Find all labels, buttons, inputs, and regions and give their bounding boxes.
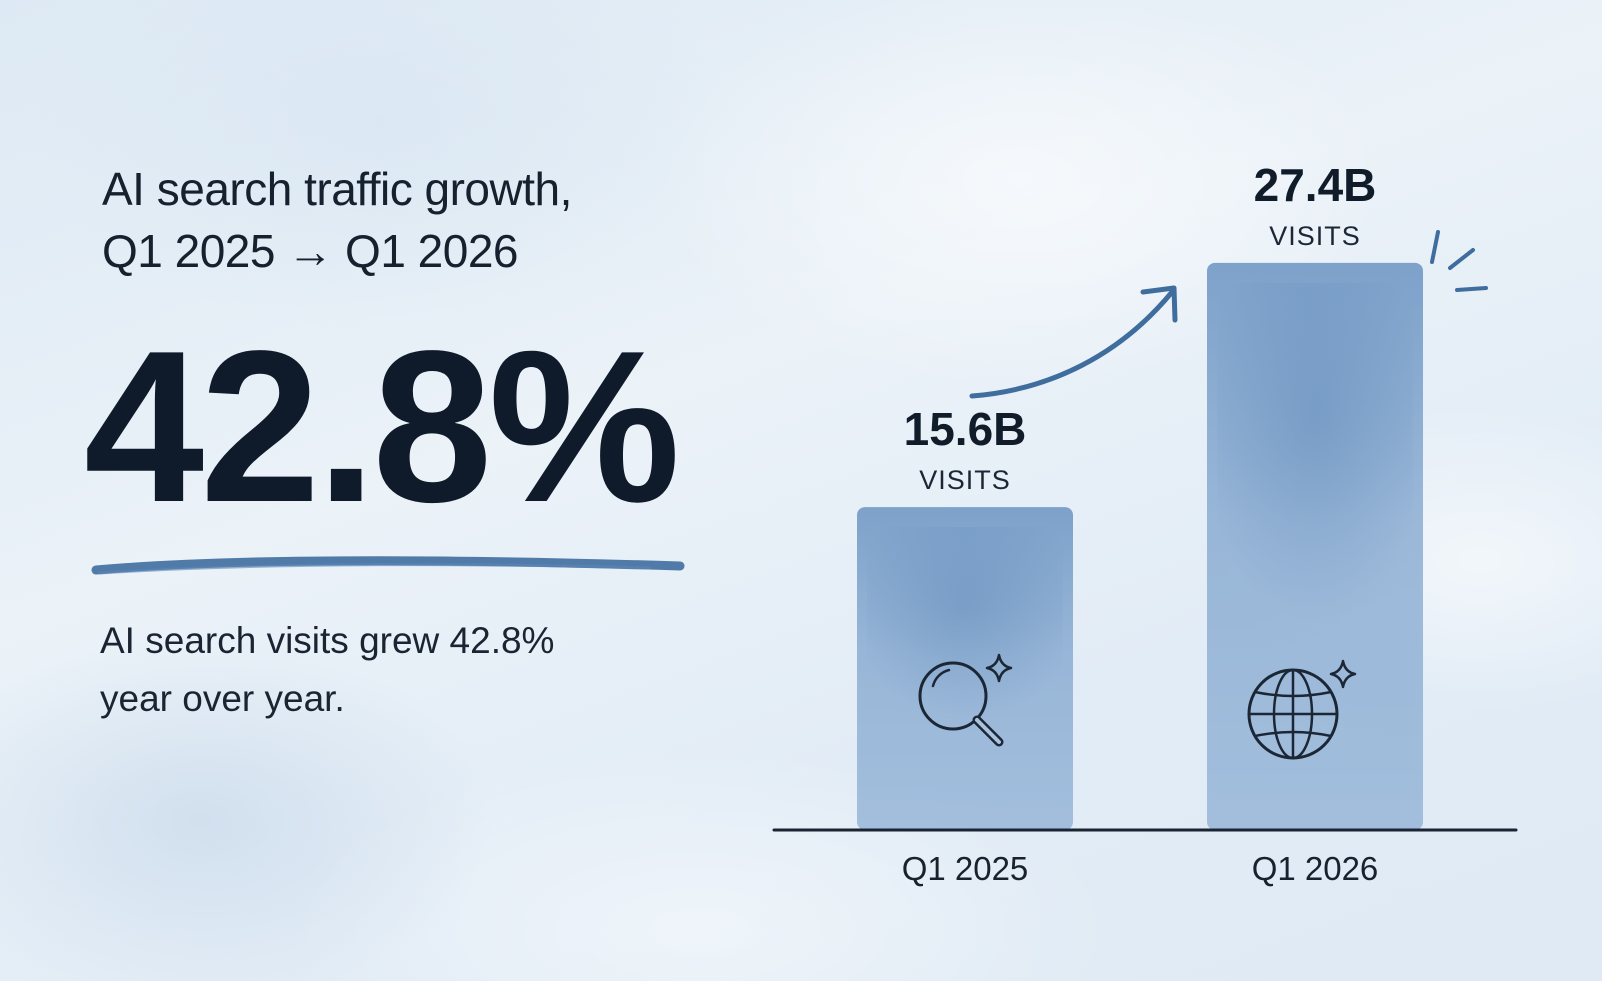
growth-percentage: 42.8%: [84, 305, 680, 547]
headline-line-1: AI search traffic growth,: [102, 163, 572, 215]
globe-sparkle-icon: [1247, 659, 1357, 760]
summary-line-1: AI search visits grew 42.8%: [100, 620, 555, 661]
bar-unit-label: VISITS: [1269, 221, 1361, 251]
bar-texture: [1217, 282, 1413, 624]
bar-value-label: 27.4B: [1254, 159, 1377, 211]
category-label: Q1 2025: [902, 850, 1029, 887]
headline: AI search traffic growth, Q1 2025 → Q1 2…: [102, 158, 572, 282]
brush-underline: [91, 556, 685, 575]
sparkle-lines-icon: [1430, 230, 1488, 292]
bar-value-label: 15.6B: [904, 403, 1027, 455]
bars-layer: [857, 262, 1423, 830]
magnifier-sparkle-icon: [918, 653, 1013, 747]
summary-text: AI search visits grew 42.8% year over ye…: [100, 612, 554, 728]
category-label: Q1 2026: [1252, 850, 1379, 887]
labels-layer: 15.6B VISITS Q1 2025 27.4B VISITS Q1 2026: [902, 159, 1379, 887]
headline-line-2: Q1 2025 → Q1 2026: [102, 225, 519, 277]
bar-unit-label: VISITS: [919, 465, 1011, 495]
growth-arrow-icon: [969, 285, 1178, 399]
bar-texture: [867, 527, 1063, 721]
summary-line-2: year over year.: [100, 678, 345, 719]
